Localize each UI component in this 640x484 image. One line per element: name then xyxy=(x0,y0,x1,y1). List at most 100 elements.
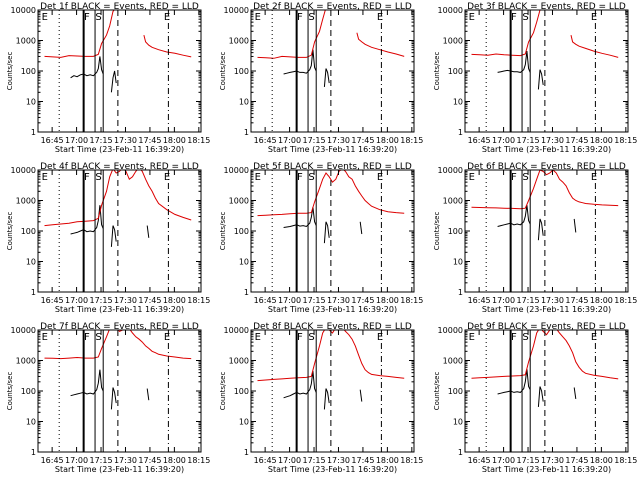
x-tick-label: 17:00 xyxy=(65,296,88,305)
y-tick-label: 1000 xyxy=(229,197,249,206)
marker-label: S xyxy=(308,172,314,183)
x-tick-label: 17:45 xyxy=(565,136,588,145)
y-axis-label: Counts/sec xyxy=(433,52,441,91)
x-tick-label: 18:15 xyxy=(400,456,423,465)
plot-frame xyxy=(464,329,629,453)
marker-label: S xyxy=(95,332,101,343)
y-tick-label: 100 xyxy=(448,67,463,76)
x-tick-label: 18:00 xyxy=(376,456,399,465)
x-tick-label: 18:00 xyxy=(163,136,186,145)
y-axis-label: Counts/sec xyxy=(219,212,227,251)
y-tick-label: 100 xyxy=(448,227,463,236)
y-tick-label: 10 xyxy=(453,258,463,267)
plot-frame xyxy=(464,169,629,293)
x-tick-label: 17:30 xyxy=(114,136,137,145)
y-tick-label: 10000 xyxy=(438,166,463,175)
x-tick-label: 17:30 xyxy=(327,296,350,305)
y-tick-label: 10 xyxy=(26,98,36,107)
plot-frame xyxy=(250,9,415,133)
marker-label: E xyxy=(255,172,261,183)
y-tick-label: 1000 xyxy=(16,37,36,46)
x-tick-label: 17:30 xyxy=(541,456,564,465)
x-tick-label: 17:45 xyxy=(138,296,161,305)
x-tick-label: 18:00 xyxy=(376,296,399,305)
marker-label: E xyxy=(164,172,170,183)
marker-label: E xyxy=(469,12,475,23)
series-line-events xyxy=(283,49,330,87)
marker-label: E xyxy=(377,332,383,343)
y-axis-label: Counts/sec xyxy=(219,372,227,411)
x-tick-label: 18:15 xyxy=(614,456,637,465)
x-tick-label: 17:15 xyxy=(90,296,113,305)
y-tick-label: 1 xyxy=(458,288,463,297)
panel-title: Det 9f BLACK = Events, RED = LLD xyxy=(467,322,626,332)
y-tick-label: 100 xyxy=(21,227,36,236)
y-tick-label: 100 xyxy=(21,387,36,396)
x-tick-label: 17:00 xyxy=(492,456,515,465)
marker-label: S xyxy=(308,332,314,343)
x-tick-label: 16:45 xyxy=(254,296,277,305)
series-line-lld xyxy=(44,10,192,58)
plot-frame xyxy=(37,169,202,293)
y-tick-label: 100 xyxy=(21,67,36,76)
x-tick-label: 16:45 xyxy=(41,296,64,305)
y-tick-label: 1000 xyxy=(443,37,463,46)
x-tick-label: 17:45 xyxy=(138,456,161,465)
plot-frame xyxy=(250,329,415,453)
y-tick-label: 10 xyxy=(26,258,36,267)
y-tick-label: 1000 xyxy=(16,357,36,366)
y-tick-label: 10 xyxy=(239,98,249,107)
y-tick-label: 1 xyxy=(458,128,463,137)
x-tick-label: 18:00 xyxy=(590,296,613,305)
panel-title: Det 2f BLACK = Events, RED = LLD xyxy=(253,2,412,12)
x-tick-label: 17:00 xyxy=(278,136,301,145)
y-axis-label: Counts/sec xyxy=(6,52,14,91)
y-tick-label: 100 xyxy=(234,227,249,236)
marker-label: E xyxy=(591,332,597,343)
x-tick-label: 17:00 xyxy=(492,296,515,305)
marker-label: S xyxy=(308,12,314,23)
y-tick-label: 10000 xyxy=(438,6,463,15)
x-tick-label: 16:45 xyxy=(41,456,64,465)
marker-label: F xyxy=(297,12,303,23)
marker-label: S xyxy=(522,12,528,23)
y-tick-label: 1 xyxy=(244,128,249,137)
marker-label: E xyxy=(469,172,475,183)
plot-frame xyxy=(250,169,415,293)
x-tick-label: 17:45 xyxy=(351,136,374,145)
panel-title: Det 7f BLACK = Events, RED = LLD xyxy=(40,322,199,332)
x-tick-label: 17:00 xyxy=(278,456,301,465)
y-tick-label: 10000 xyxy=(224,6,249,15)
y-axis-label: Counts/sec xyxy=(433,372,441,411)
x-tick-label: 17:30 xyxy=(114,456,137,465)
series-line-events xyxy=(497,51,544,90)
y-tick-label: 1 xyxy=(458,448,463,457)
x-tick-label: 17:30 xyxy=(327,456,350,465)
x-tick-label: 18:15 xyxy=(187,296,210,305)
panel-title: Det 4f BLACK = Events, RED = LLD xyxy=(40,162,199,172)
y-tick-label: 1 xyxy=(31,288,36,297)
x-tick-label: 18:00 xyxy=(590,456,613,465)
x-tick-label: 17:00 xyxy=(65,456,88,465)
y-tick-label: 10 xyxy=(239,418,249,427)
y-tick-label: 1000 xyxy=(443,357,463,366)
marker-label: F xyxy=(84,332,90,343)
marker-label: E xyxy=(164,12,170,23)
y-tick-label: 100 xyxy=(234,67,249,76)
y-tick-label: 1 xyxy=(244,448,249,457)
x-tick-label: 18:15 xyxy=(187,456,210,465)
x-tick-label: 16:45 xyxy=(41,136,64,145)
y-axis-label: Counts/sec xyxy=(6,212,14,251)
x-axis-label: Start Time (23-Feb-11 16:39:20) xyxy=(55,465,184,474)
panel-title: Det 1f BLACK = Events, RED = LLD xyxy=(40,2,199,12)
x-tick-label: 17:00 xyxy=(492,136,515,145)
x-axis-label: Start Time (23-Feb-11 16:39:20) xyxy=(482,145,611,154)
marker-label: S xyxy=(95,12,101,23)
series-line-events xyxy=(283,371,363,410)
y-tick-label: 1 xyxy=(244,288,249,297)
